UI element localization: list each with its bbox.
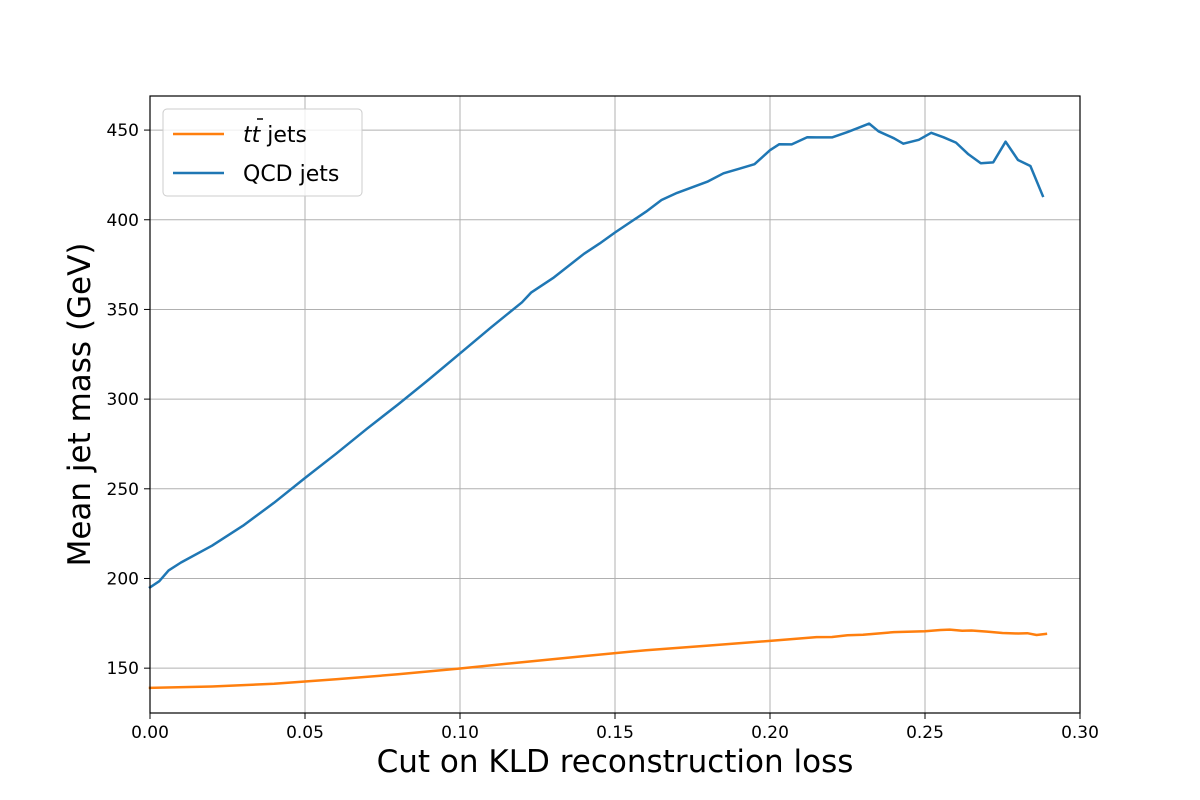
x-tick-label: 0.25	[906, 723, 944, 743]
x-tick-label: 0.05	[286, 723, 324, 743]
series-layer	[148, 122, 1048, 690]
legend-label-ttbar: tt jets	[243, 123, 307, 148]
x-tick-label: 0.00	[131, 723, 169, 743]
y-tick-label: 400	[107, 211, 139, 231]
legend-label-qcd: QCD jets	[243, 162, 339, 187]
series-line-ttbar-jets	[148, 628, 1048, 690]
y-tick-label: 300	[107, 390, 139, 410]
x-tick-label: 0.20	[751, 723, 789, 743]
y-tick-label: 450	[107, 121, 139, 141]
y-tick-label: 250	[107, 480, 139, 500]
y-tick-label: 350	[107, 300, 139, 320]
ticks: 0.00 0.05 0.10 0.15 0.20 0.25 0.30 150 200 250 300…	[107, 121, 1099, 743]
x-tick-label: 0.30	[1061, 723, 1099, 743]
y-tick-label: 200	[107, 569, 139, 589]
x-tick-label: 0.10	[441, 723, 479, 743]
series-line-qcd-jets	[148, 122, 1045, 590]
x-tick-label: 0.15	[596, 723, 634, 743]
grid	[149, 96, 1081, 713]
x-axis-title: Cut on KLD reconstruction loss	[377, 744, 854, 780]
legend: tt jets QCD jets	[162, 108, 363, 197]
y-tick-label: 150	[107, 659, 139, 679]
y-axis-title: Mean jet mass (GeV)	[62, 243, 98, 567]
